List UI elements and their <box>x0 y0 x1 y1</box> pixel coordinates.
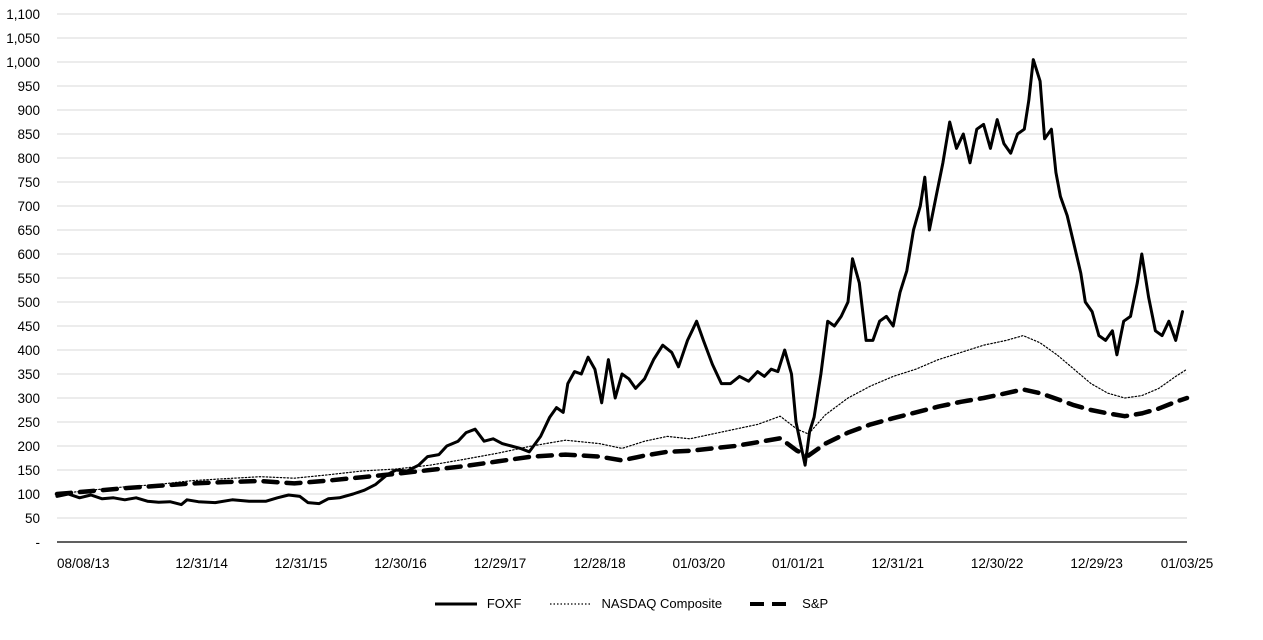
y-tick-label: 450 <box>17 319 40 334</box>
y-tick-label: 850 <box>17 127 40 142</box>
chart-legend: FOXF NASDAQ Composite S&P <box>0 596 1263 611</box>
y-tick-label: 250 <box>17 415 40 430</box>
dashed-line-swatch-icon <box>750 601 793 606</box>
y-tick-label: - <box>36 535 41 550</box>
x-axis: 08/08/13 12/31/14 12/31/15 12/30/16 12/29/17… <box>57 541 1214 571</box>
legend-label: NASDAQ Composite <box>601 596 723 611</box>
x-tick-label: 12/31/14 <box>175 556 228 571</box>
grid-lines <box>57 13 1187 519</box>
legend-item-sp: S&P <box>750 596 828 611</box>
y-tick-label: 900 <box>17 103 40 118</box>
legend-item-nasdaq: NASDAQ Composite <box>549 596 723 611</box>
x-tick-label: 12/31/21 <box>871 556 924 571</box>
x-tick-label: 12/29/23 <box>1070 556 1123 571</box>
y-tick-label: 500 <box>17 295 40 310</box>
y-tick-label: 50 <box>25 511 40 526</box>
series-foxf <box>55 58 1184 507</box>
y-tick-label: 550 <box>17 271 40 286</box>
x-tick-label: 12/29/17 <box>474 556 527 571</box>
y-axis: - 50 100 150 200 250 300 350 400 450 500 550 600 650 7… <box>6 7 40 550</box>
x-tick-label: 08/08/13 <box>57 556 110 571</box>
legend-item-foxf: FOXF <box>434 596 522 611</box>
x-tick-label: 01/03/20 <box>673 556 726 571</box>
solid-line-swatch-icon <box>434 602 477 605</box>
y-tick-label: 200 <box>17 439 40 454</box>
dotted-line-swatch-icon <box>549 602 592 605</box>
y-tick-label: 300 <box>17 391 40 406</box>
legend-label: S&P <box>802 596 829 611</box>
y-tick-label: 1,100 <box>6 7 40 22</box>
series-s-p <box>54 387 1190 497</box>
y-tick-label: 950 <box>17 79 40 94</box>
y-tick-label: 1,000 <box>6 55 40 70</box>
x-tick-label: 12/30/22 <box>971 556 1024 571</box>
y-tick-label: 1,050 <box>6 31 40 46</box>
y-tick-label: 800 <box>17 151 40 166</box>
y-tick-label: 150 <box>17 463 40 478</box>
y-tick-label: 750 <box>17 175 40 190</box>
y-tick-label: 650 <box>17 223 40 238</box>
x-tick-label: 12/31/15 <box>275 556 328 571</box>
x-tick-label: 01/01/21 <box>772 556 825 571</box>
x-tick-label: 12/28/18 <box>573 556 626 571</box>
x-tick-label: 12/30/16 <box>374 556 427 571</box>
legend-label: FOXF <box>486 596 522 611</box>
x-tick-label: 01/03/25 <box>1161 556 1214 571</box>
y-tick-label: 350 <box>17 367 40 382</box>
y-tick-label: 400 <box>17 343 40 358</box>
y-tick-label: 100 <box>17 487 40 502</box>
y-tick-label: 600 <box>17 247 40 262</box>
series-nasdaq-composite <box>56 335 1188 495</box>
series-lines <box>54 58 1190 507</box>
y-tick-label: 700 <box>17 199 40 214</box>
